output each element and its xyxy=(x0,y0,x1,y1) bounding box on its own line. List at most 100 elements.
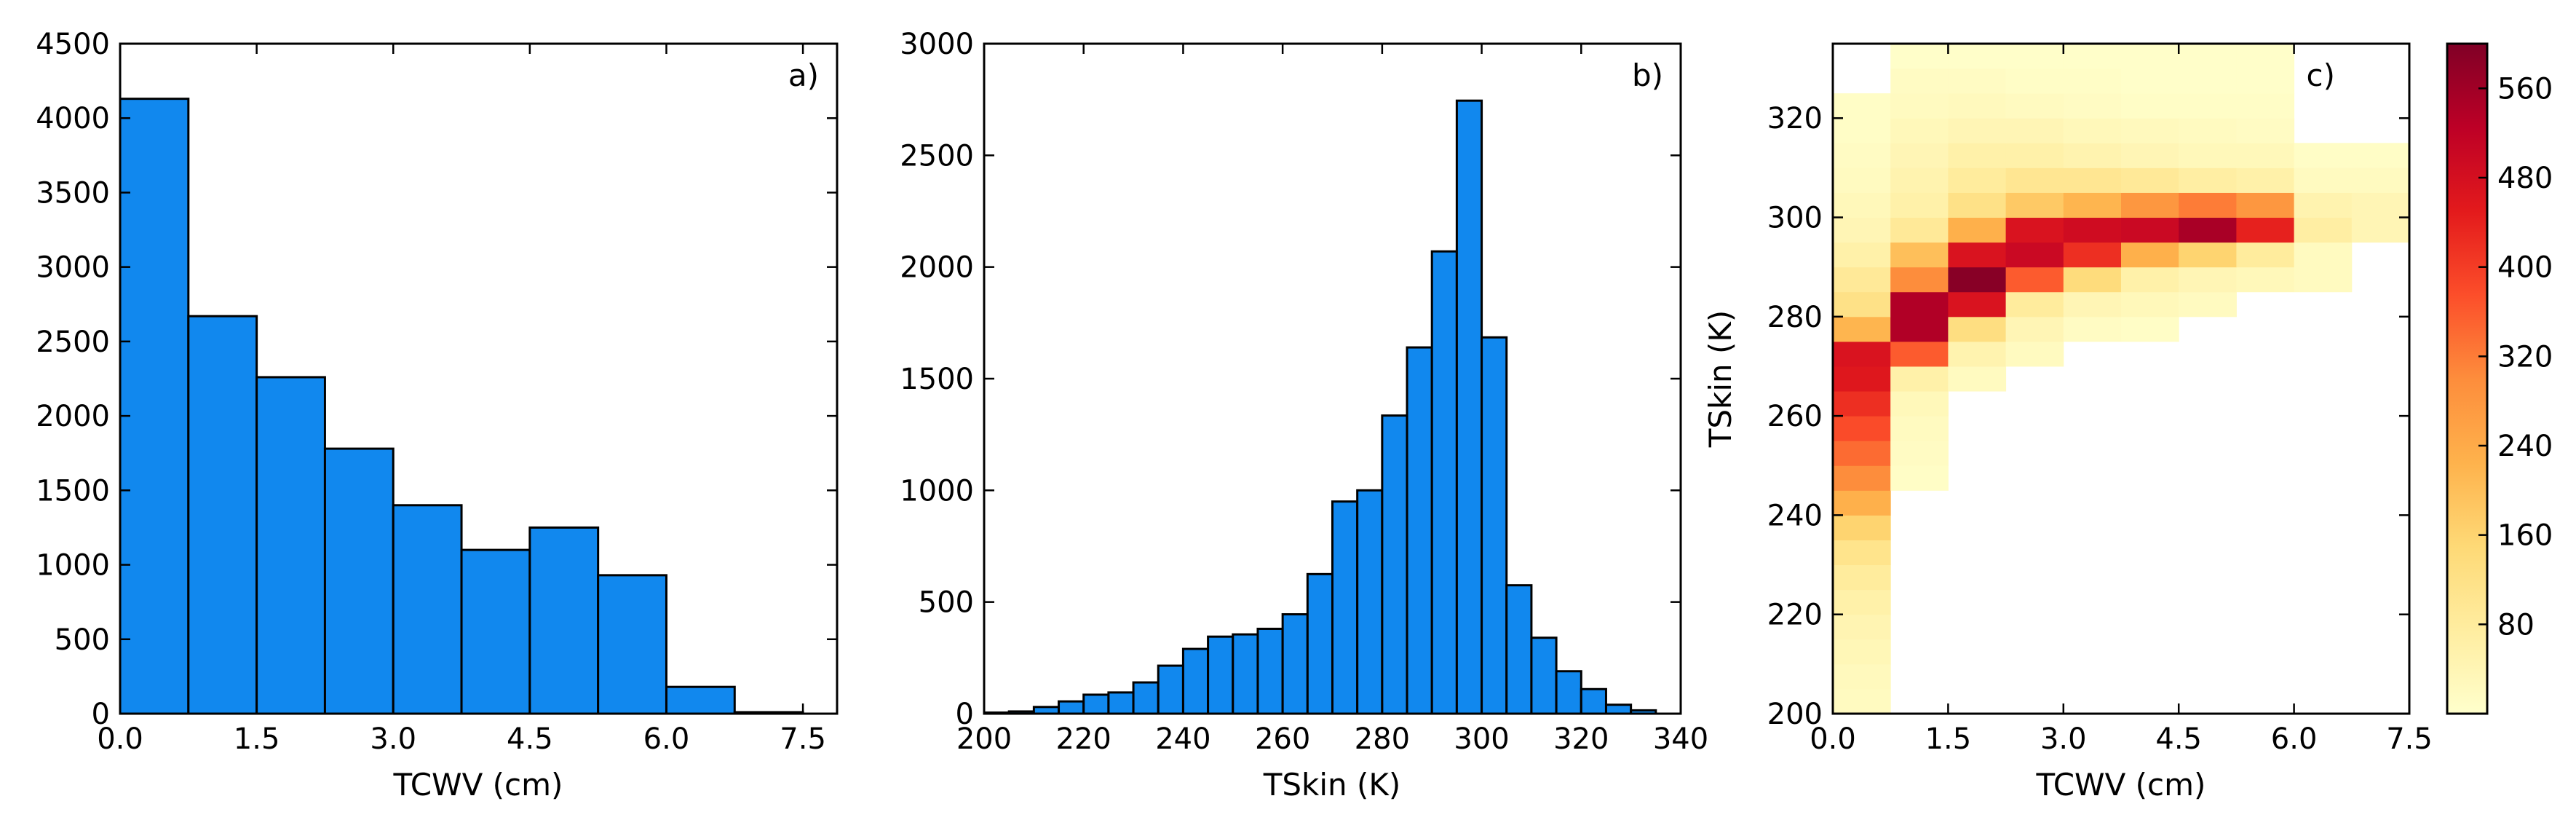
heatmap-cell xyxy=(2294,217,2353,243)
histogram-tcwv-ytick-label: 1500 xyxy=(36,474,110,508)
heatmap-xtick-label: 6.0 xyxy=(2271,722,2318,756)
heatmap-cell xyxy=(2063,291,2122,318)
heatmap-cell xyxy=(1890,44,1949,69)
histogram-tskin-bar xyxy=(1306,572,1333,715)
heatmap-cell xyxy=(2179,93,2237,119)
heatmap-cell xyxy=(2236,242,2295,268)
heatmap-cell xyxy=(1833,614,1891,640)
histogram-tcwv-ytick-label: 1000 xyxy=(36,549,110,583)
histogram-tskin-bar xyxy=(1505,584,1533,715)
heatmap-cell xyxy=(1890,93,1949,119)
heatmap-cell xyxy=(2005,93,2064,119)
histogram-tcwv-frame xyxy=(119,42,839,715)
heatmap-cell xyxy=(2063,316,2122,342)
heatmap-cell xyxy=(2294,143,2353,168)
histogram-tcwv-bar xyxy=(528,526,600,715)
heatmap-cell xyxy=(2179,118,2237,143)
heatmap-cell xyxy=(1833,118,1891,143)
histogram-tskin-bar xyxy=(1331,500,1359,715)
heatmap-cell xyxy=(2236,217,2295,243)
heatmap-cell xyxy=(1948,44,2007,69)
heatmap-cell xyxy=(2351,167,2410,193)
heatmap-cell xyxy=(1833,366,1891,392)
heatmap-cell xyxy=(1890,143,1949,168)
heatmap-cell xyxy=(2294,167,2353,193)
histogram-tcwv-bar xyxy=(665,685,736,715)
heatmap-cell xyxy=(1890,391,1949,417)
histogram-tskin-bar xyxy=(1406,346,1433,715)
heatmap-cell xyxy=(2063,118,2122,143)
heatmap-cell xyxy=(2179,167,2237,193)
histogram-tskin-bar xyxy=(1256,627,1284,715)
heatmap-cell xyxy=(1833,639,1891,665)
histogram-tcwv-bar xyxy=(187,315,258,715)
colorbar-gradient xyxy=(2447,44,2487,714)
heatmap-cell xyxy=(1833,167,1891,193)
heatmap-cell xyxy=(2063,44,2122,69)
heatmap-cell xyxy=(2236,267,2295,293)
heatmap-cell xyxy=(1948,316,2007,342)
heatmap-cell xyxy=(2351,143,2410,168)
histogram-tskin-bar xyxy=(1580,687,1607,715)
heatmap-cell xyxy=(1948,68,2007,94)
histogram-tskin: 200 220 240 260 280 300 320 340 0 500 1000 1500 2000… xyxy=(900,28,1708,803)
heatmap-xtick-label: 0.0 xyxy=(1810,722,1856,756)
histogram-tskin-xtick-label: 200 xyxy=(956,722,1012,756)
histogram-tskin-panel-tag: b) xyxy=(1632,58,1663,93)
heatmap-cell xyxy=(1948,143,2007,168)
colorbar-ticks: 80 160 240 320 400 480 560 xyxy=(2478,72,2553,642)
heatmap-cell xyxy=(1833,416,1891,441)
heatmap-cell xyxy=(1890,465,1949,491)
heatmap-cell xyxy=(1833,465,1891,491)
histogram-tskin-ytick-label: 1500 xyxy=(900,363,974,396)
heatmap-cell xyxy=(2236,93,2295,119)
colorbar-tick-label: 400 xyxy=(2497,251,2553,285)
heatmap-cell xyxy=(1890,366,1949,392)
heatmap-cell xyxy=(2005,341,2064,367)
heatmap-cell xyxy=(2063,192,2122,218)
histogram-tskin-xlabel: TSkin (K) xyxy=(1263,767,1401,803)
colorbar-tick-label: 560 xyxy=(2497,72,2553,106)
heatmap-cell xyxy=(2294,242,2353,268)
heatmap-ytick-label: 220 xyxy=(1767,599,1823,632)
heatmap-cell xyxy=(1833,217,1891,243)
heatmap-cell xyxy=(2063,143,2122,168)
histogram-tskin-ytick-label: 2500 xyxy=(900,139,974,173)
heatmap-cell xyxy=(1890,167,1949,193)
histogram-tcwv-bar xyxy=(119,98,190,715)
histogram-tskin-bar xyxy=(1530,636,1558,715)
histogram-tcwv-xtick-label: 0.0 xyxy=(97,722,143,756)
heatmap-cell xyxy=(1948,242,2007,268)
heatmap-cell xyxy=(2121,192,2179,218)
histogram-tcwv-ticks: 0.0 1.5 3.0 4.5 6.0 7.5 0 500 1000 1500 2000 2500 30… xyxy=(36,28,837,756)
histogram-tskin-xtick-label: 280 xyxy=(1355,722,1410,756)
histogram-tcwv-ytick-label: 0 xyxy=(92,698,110,731)
histogram-tskin-xtick-label: 260 xyxy=(1255,722,1310,756)
histogram-tskin-bar xyxy=(1381,414,1408,715)
heatmap-cell xyxy=(2236,44,2295,69)
heatmap-cell xyxy=(1948,366,2007,392)
heatmap-cell xyxy=(2005,44,2064,69)
heatmap-cell xyxy=(2063,167,2122,193)
heatmap-cell xyxy=(1833,515,1891,540)
heatmap-cell xyxy=(1948,341,2007,367)
heatmap-ylabel: TSkin (K) xyxy=(1703,310,1738,449)
histogram-tskin-bar xyxy=(1181,647,1210,715)
heatmap-cell xyxy=(2121,143,2179,168)
heatmap-cell xyxy=(1890,341,1949,367)
histogram-tskin-xtick-label: 340 xyxy=(1653,722,1708,756)
heatmap-cell xyxy=(1833,192,1891,218)
histogram-tcwv-xtick-label: 7.5 xyxy=(780,722,826,756)
heatmap-cell xyxy=(1833,341,1891,367)
heatmap-cell xyxy=(2063,242,2122,268)
heatmap-ytick-label: 240 xyxy=(1767,499,1823,532)
histogram-tcwv-ytick-label: 3000 xyxy=(36,251,110,285)
histogram-tskin-ytick-label: 500 xyxy=(919,586,974,620)
heatmap-cell xyxy=(2179,217,2237,243)
histogram-tcwv-bar xyxy=(460,548,531,715)
histogram-tcwv: 0.0 1.5 3.0 4.5 6.0 7.5 0 500 1000 1500 2000 2500 30… xyxy=(36,28,839,803)
heatmap-cell xyxy=(1890,441,1949,466)
heatmap-cell xyxy=(1948,192,2007,218)
heatmap-cell xyxy=(2005,242,2064,268)
